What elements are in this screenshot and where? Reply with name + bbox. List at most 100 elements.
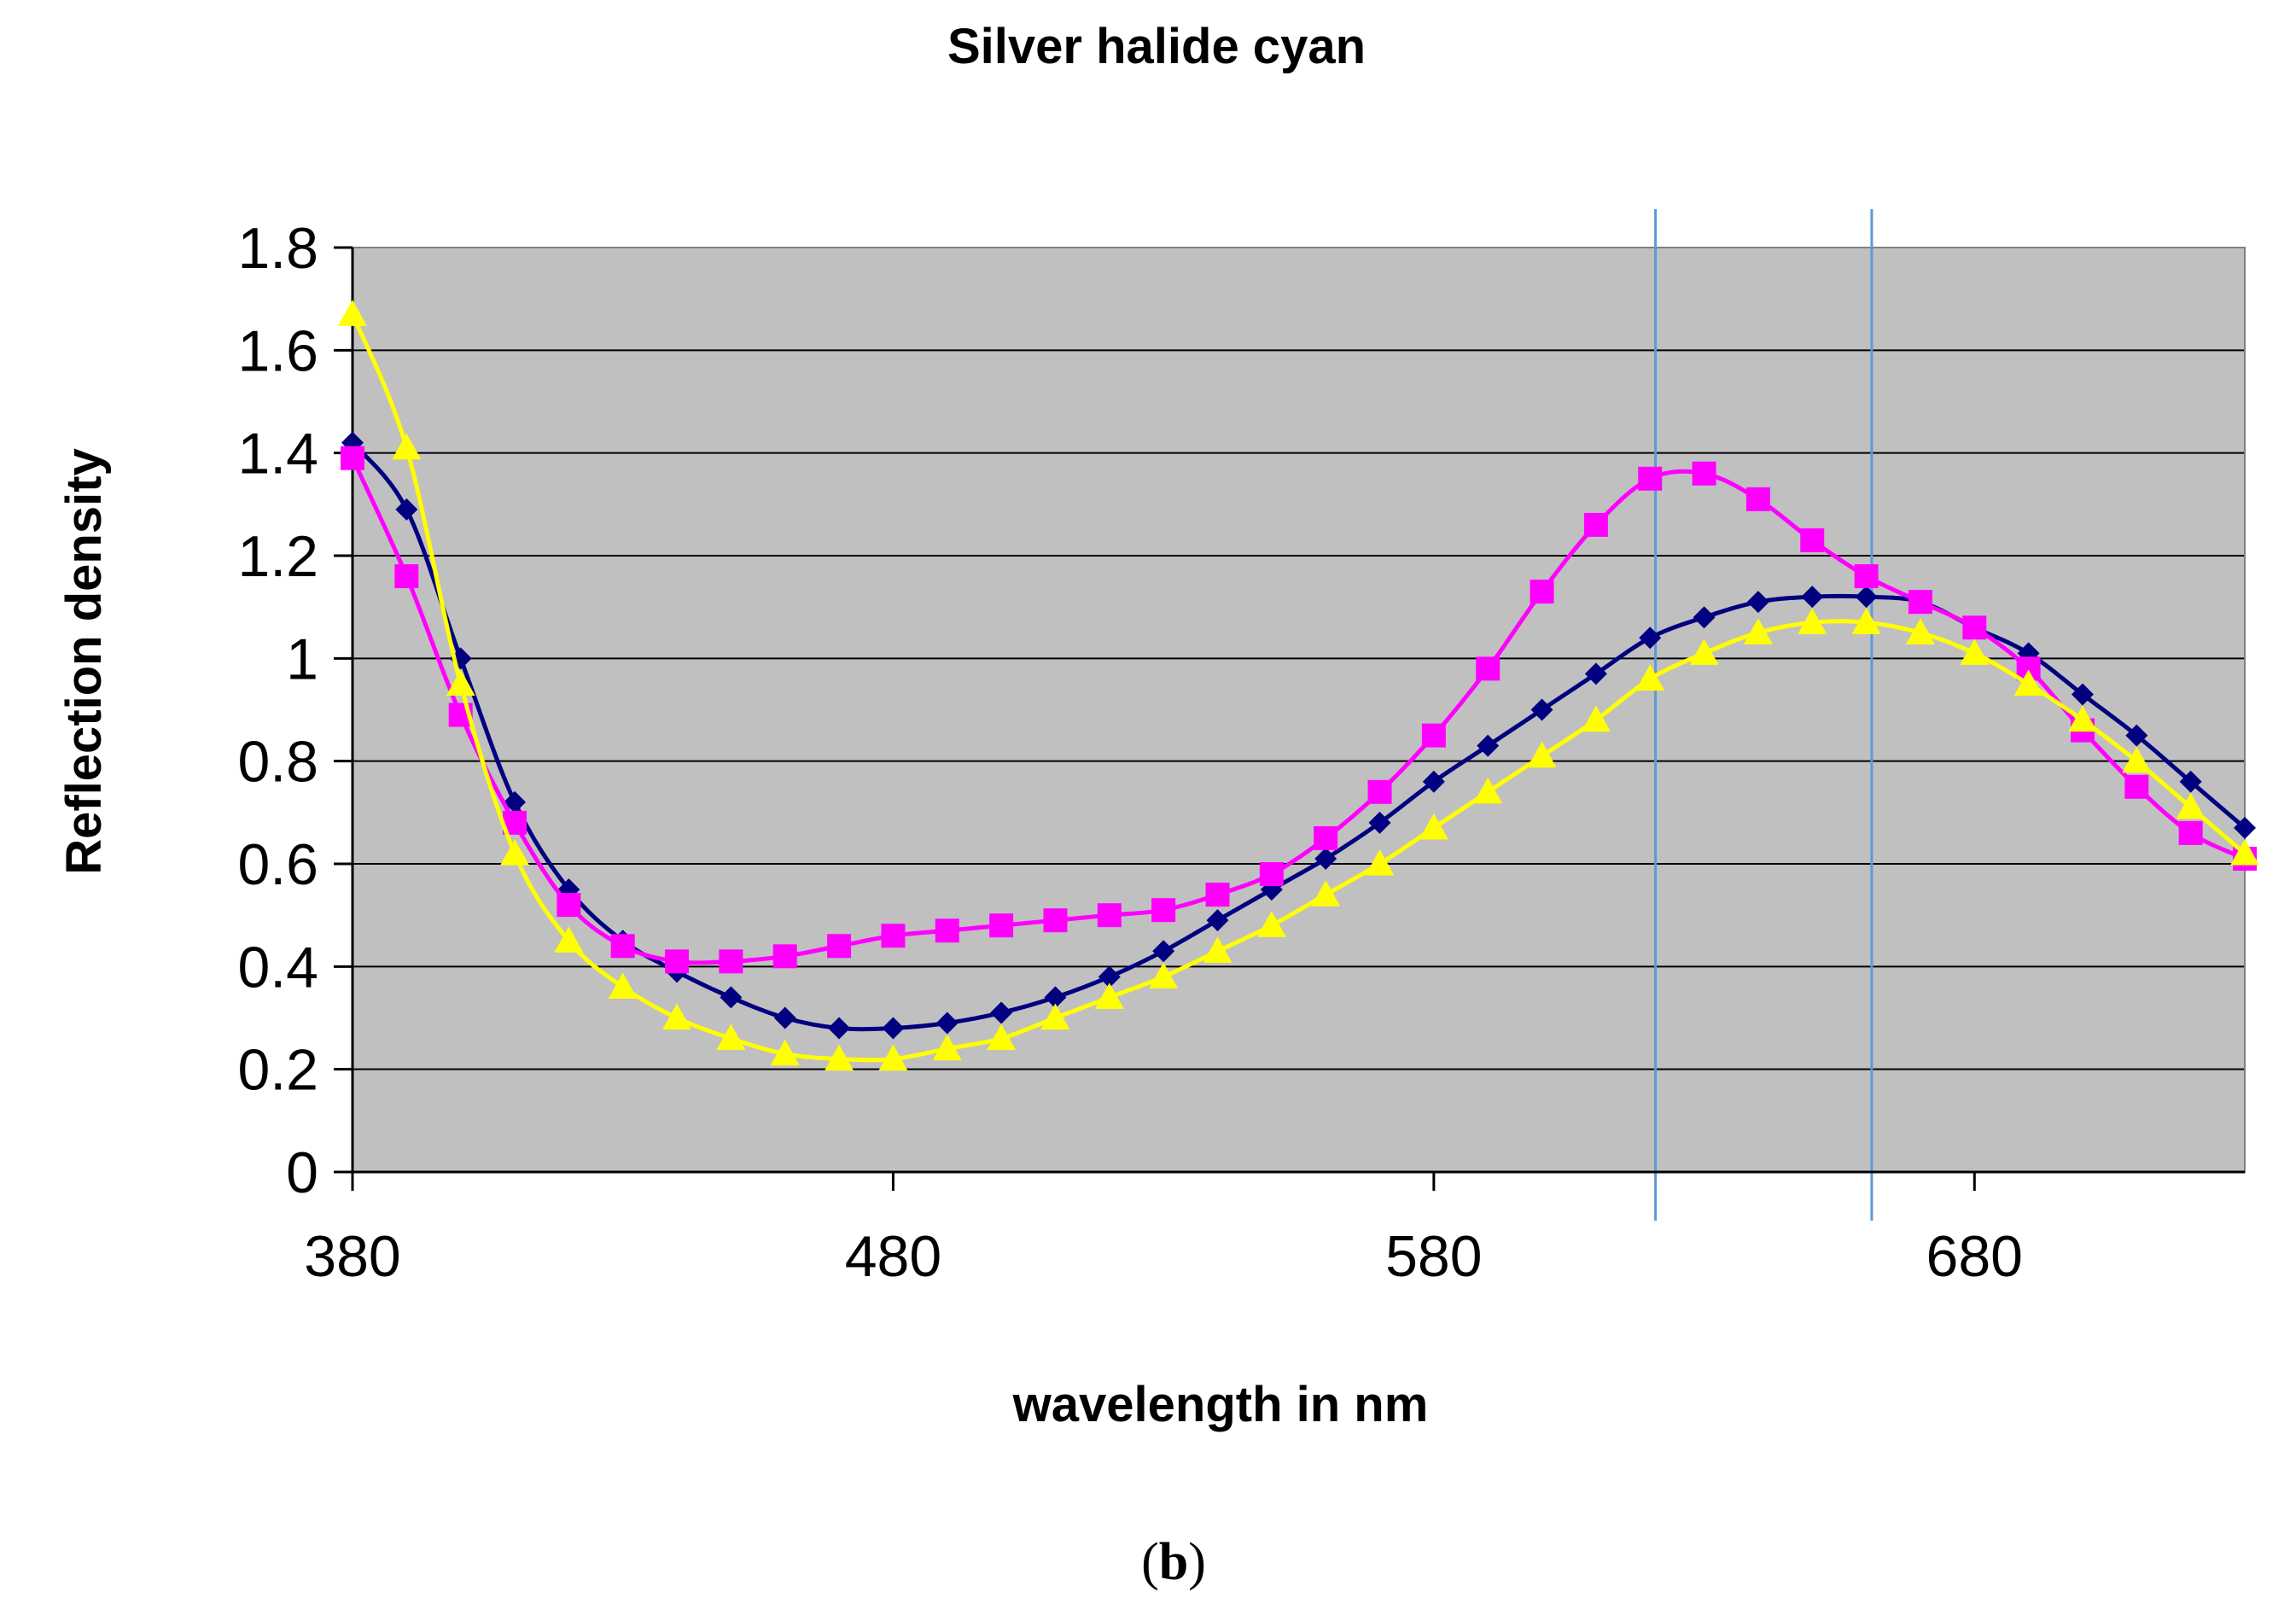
x-tick-label: 580 [1385,1224,1482,1289]
data-point-square [394,564,419,589]
data-point-diamond [1530,698,1553,721]
chart-title: Silver halide cyan [947,19,1366,74]
data-point-square [610,934,635,959]
data-point-triangle [878,1044,908,1071]
data-point-diamond [2125,724,2148,747]
figure-caption: (b) [1141,1533,1206,1591]
x-tick-label: 680 [1926,1224,2023,1289]
data-point-triangle [500,838,530,866]
data-point-triangle [2013,669,2043,697]
y-tick-label: 1.6 [237,318,318,383]
data-point-triangle [662,1003,692,1030]
data-point-square [1800,528,1825,552]
data-point-square [1692,461,1716,486]
data-point-triangle [338,300,367,326]
data-point-triangle [1527,741,1557,768]
data-point-diamond [2179,770,2202,793]
y-tick-label: 0.8 [237,730,318,795]
data-point-triangle [446,669,475,697]
data-point-square [1151,898,1176,923]
data-point-triangle [608,972,638,999]
data-point-triangle [1094,982,1124,1010]
data-point-square [1314,825,1338,850]
data-point-diamond [1801,586,1824,609]
vertical-markers [1654,209,1874,1221]
y-axis-label: Reflection density [56,448,112,875]
y-tick-label: 0.2 [237,1038,318,1103]
data-point-square [1908,590,1932,615]
data-point-diamond [1422,770,1445,793]
data-point-triangle [2122,746,2152,773]
y-tick-label: 1.2 [237,524,318,589]
data-point-triangle [1311,880,1341,907]
data-point-square [341,446,364,470]
data-point-triangle [932,1034,962,1061]
data-point-square [881,924,906,948]
data-point-triangle [1473,777,1503,804]
data-point-diamond [1746,591,1769,614]
data-point-diamond [1584,662,1607,685]
data-point-square [1205,883,1230,907]
data-point-diamond [1206,909,1229,932]
y-tick-label: 0.4 [237,935,318,1000]
data-point-triangle [1905,618,1935,644]
series-2 [341,446,2257,974]
data-point-square [935,918,959,943]
data-point-triangle [1256,911,1286,937]
data-point-triangle [1419,813,1448,840]
data-point-triangle [1635,664,1665,691]
data-point-diamond [882,1017,905,1040]
caption-letter: b [1159,1533,1188,1591]
data-point-square [1097,903,1122,928]
axes [334,246,2245,1191]
data-point-square [1638,466,1663,491]
data-point-square [1259,862,1284,887]
data-point-diamond [504,790,527,813]
data-point-triangle [1203,936,1232,963]
data-point-square [1745,487,1770,511]
data-point-diamond [935,1012,959,1035]
data-point-square [1043,908,1068,933]
data-point-diamond [2071,683,2094,706]
data-point-triangle [554,926,584,953]
data-point-triangle [1365,849,1395,876]
data-point-diamond [1855,586,1878,609]
y-tick-label: 1 [286,627,318,691]
data-point-triangle [1960,638,1990,665]
data-point-triangle [1851,608,1881,634]
x-tick-label: 480 [845,1224,941,1289]
data-point-square [1583,512,1608,537]
data-point-square [989,913,1014,938]
data-point-triangle [1743,618,1773,644]
series-group [338,300,2259,1071]
data-point-diamond [1044,986,1067,1009]
data-point-square [2178,820,2203,845]
data-point-square [1476,656,1501,681]
data-point-square [1421,723,1446,748]
y-tick-label: 1.4 [237,422,318,487]
series-3 [338,300,2259,1071]
data-point-diamond [2234,816,2256,839]
y-tick-label: 0.6 [237,832,318,897]
data-point-diamond [720,986,743,1009]
data-point-square [665,949,690,974]
data-point-square [1367,779,1392,804]
y-tick-labels: 0 0.2 0.4 0.6 0.8 1 1.2 1.4 1.6 1.8 [237,216,318,1205]
x-axis-label: wavelength in nm [1012,1377,1429,1432]
data-point-triangle [1798,608,1827,634]
data-point-square [1530,580,1554,604]
data-point-triangle [770,1039,800,1066]
data-point-diamond [828,1017,851,1040]
data-point-diamond [1152,940,1175,963]
data-point-triangle [716,1023,746,1051]
data-point-triangle [1581,705,1611,732]
x-tick-label: 380 [304,1224,400,1289]
data-point-triangle [1040,1003,1070,1030]
data-point-triangle [1149,962,1179,988]
data-point-triangle [2067,705,2097,732]
data-point-square [1962,615,1987,640]
data-point-square [2124,774,2149,799]
data-point-diamond [1693,606,1716,629]
x-tick-labels: 380 480 580 680 [304,1224,2023,1289]
